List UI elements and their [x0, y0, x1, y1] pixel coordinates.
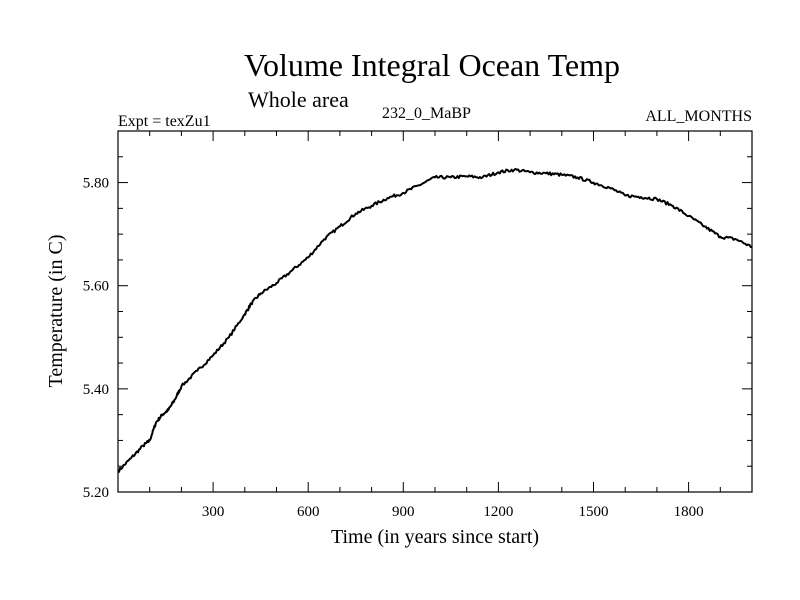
x-axis-ticks	[149, 131, 721, 492]
x-tick-label: 1500	[579, 504, 609, 520]
experiment-label: Expt = texZu1	[118, 113, 211, 130]
y-tick-label: 5.80	[83, 176, 109, 192]
y-axis-tick-labels: 5.20 5.40 5.60 5.80	[83, 176, 109, 501]
y-tick-label: 5.60	[83, 279, 109, 295]
x-tick-label: 1200	[483, 504, 513, 520]
y-axis-label: Temperature (in C)	[45, 235, 67, 388]
y-tick-label: 5.20	[83, 485, 109, 501]
x-tick-label: 1800	[674, 504, 704, 520]
chart-subtitle: Whole area	[248, 87, 349, 112]
y-tick-label: 5.40	[83, 382, 109, 398]
x-axis-tick-labels: 300 600 900 1200 1500 1800	[202, 504, 704, 520]
chart-title: Volume Integral Ocean Temp	[244, 47, 620, 83]
period-label: ALL_MONTHS	[645, 108, 752, 125]
x-tick-label: 300	[202, 504, 225, 520]
x-tick-label: 600	[297, 504, 320, 520]
temperature-series-line	[117, 167, 752, 473]
x-tick-label: 900	[392, 504, 415, 520]
x-axis-label: Time (in years since start)	[331, 526, 539, 548]
plot-frame	[117, 130, 753, 493]
y-axis-ticks	[118, 156, 752, 467]
run-label: 232_0_MaBP	[382, 105, 471, 122]
